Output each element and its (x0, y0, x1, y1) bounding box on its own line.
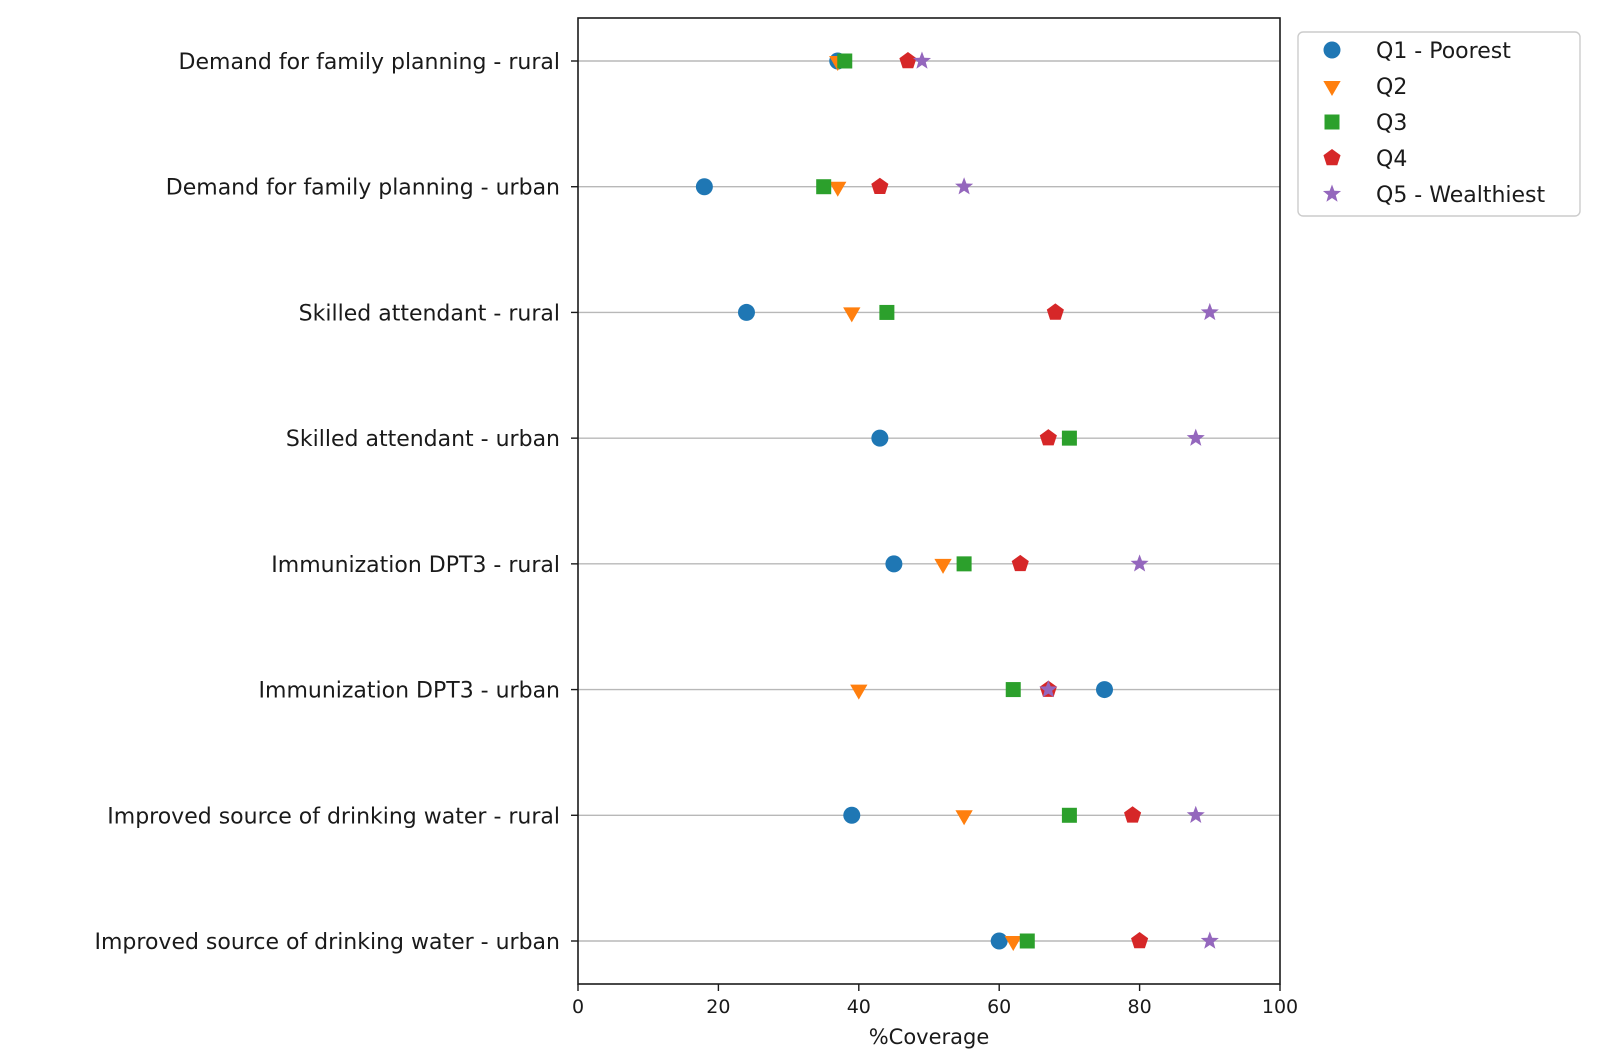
legend-label: Q3 (1376, 111, 1407, 136)
category-labels: Demand for family planning - rural Demand… (95, 50, 578, 955)
x-tick-label: 40 (847, 996, 871, 1018)
data-point-q1-poorest (695, 178, 713, 196)
category-label: Immunization DPT3 - urban (259, 679, 560, 704)
legend-marker (1322, 184, 1342, 202)
legend-box (1297, 31, 1581, 217)
data-point-q2 (850, 684, 868, 700)
data-point-q5-wealthiest (1186, 428, 1205, 446)
data-point-q1-poorest (990, 932, 1008, 950)
plot-area-frame (577, 17, 1281, 985)
data-point-q5-wealthiest (1039, 680, 1058, 698)
data-point-q3 (879, 304, 895, 320)
legend-marker (1324, 114, 1340, 130)
legend-label: Q4 (1376, 147, 1407, 172)
data-point-q3 (1061, 807, 1077, 823)
data-point-q4 (1011, 554, 1029, 572)
data-point-q2 (934, 558, 952, 574)
x-tick-label: 60 (987, 996, 1011, 1018)
data-point-q3 (1061, 430, 1077, 446)
x-tick-label: 0 (572, 996, 584, 1018)
data-point-q1-poorest (885, 555, 903, 573)
category-label: Improved source of drinking water - urba… (95, 930, 560, 955)
legend: Q1 - Poorest Q2 Q3 Q4 Q5 - Wealthiest (1297, 31, 1581, 217)
category-label: Demand for family planning - urban (166, 176, 560, 201)
legend-label: Q2 (1376, 75, 1407, 100)
data-markers (695, 51, 1219, 951)
x-tick-label: 20 (706, 996, 730, 1018)
data-point-q4 (1131, 932, 1149, 949)
x-axis-ticks: 0 20 40 60 80 100 (572, 984, 1298, 1018)
x-axis-label: %Coverage (869, 1025, 990, 1049)
category-label: Skilled attendant - urban (286, 427, 560, 452)
data-point-q3 (816, 179, 832, 195)
legend-label: Q1 - Poorest (1376, 39, 1511, 64)
grid-lines (578, 60, 1280, 942)
data-point-q1-poorest (1096, 681, 1113, 699)
data-point-q5-wealthiest (1200, 931, 1219, 949)
category-label: Skilled attendant - rural (299, 301, 560, 326)
category-label: Improved source of drinking water - rura… (107, 804, 560, 829)
x-tick-label: 100 (1262, 996, 1298, 1018)
legend-marker (1323, 41, 1341, 59)
data-point-q1-poorest (737, 303, 755, 321)
data-point-q4 (899, 52, 917, 69)
category-label: Immunization DPT3 - rural (271, 553, 560, 578)
data-point-q2 (829, 181, 847, 197)
data-point-q5-wealthiest (1130, 554, 1149, 572)
legend-marker (1323, 81, 1341, 96)
data-point-q5-wealthiest (1186, 805, 1205, 823)
data-point-q3 (837, 53, 853, 69)
data-point-q5-wealthiest (955, 177, 974, 195)
data-point-q4 (1124, 806, 1142, 823)
data-point-q2 (1004, 936, 1022, 951)
x-tick-label: 80 (1128, 996, 1152, 1018)
data-point-q4 (1039, 429, 1057, 446)
legend-marker (1323, 149, 1341, 166)
data-point-q4 (871, 177, 889, 194)
data-point-q1-poorest (871, 429, 889, 447)
data-point-q3 (1005, 682, 1021, 698)
data-point-q3 (1019, 933, 1035, 949)
data-point-q4 (1046, 303, 1064, 320)
legend-label: Q5 - Wealthiest (1376, 183, 1546, 208)
data-point-q5-wealthiest (912, 51, 932, 69)
data-point-q3 (956, 556, 972, 572)
data-point-q1-poorest (843, 806, 861, 824)
category-label: Demand for family planning - rural (179, 50, 560, 75)
data-point-q2 (843, 307, 861, 323)
data-point-q5-wealthiest (1200, 302, 1219, 321)
data-point-q2 (955, 810, 973, 826)
